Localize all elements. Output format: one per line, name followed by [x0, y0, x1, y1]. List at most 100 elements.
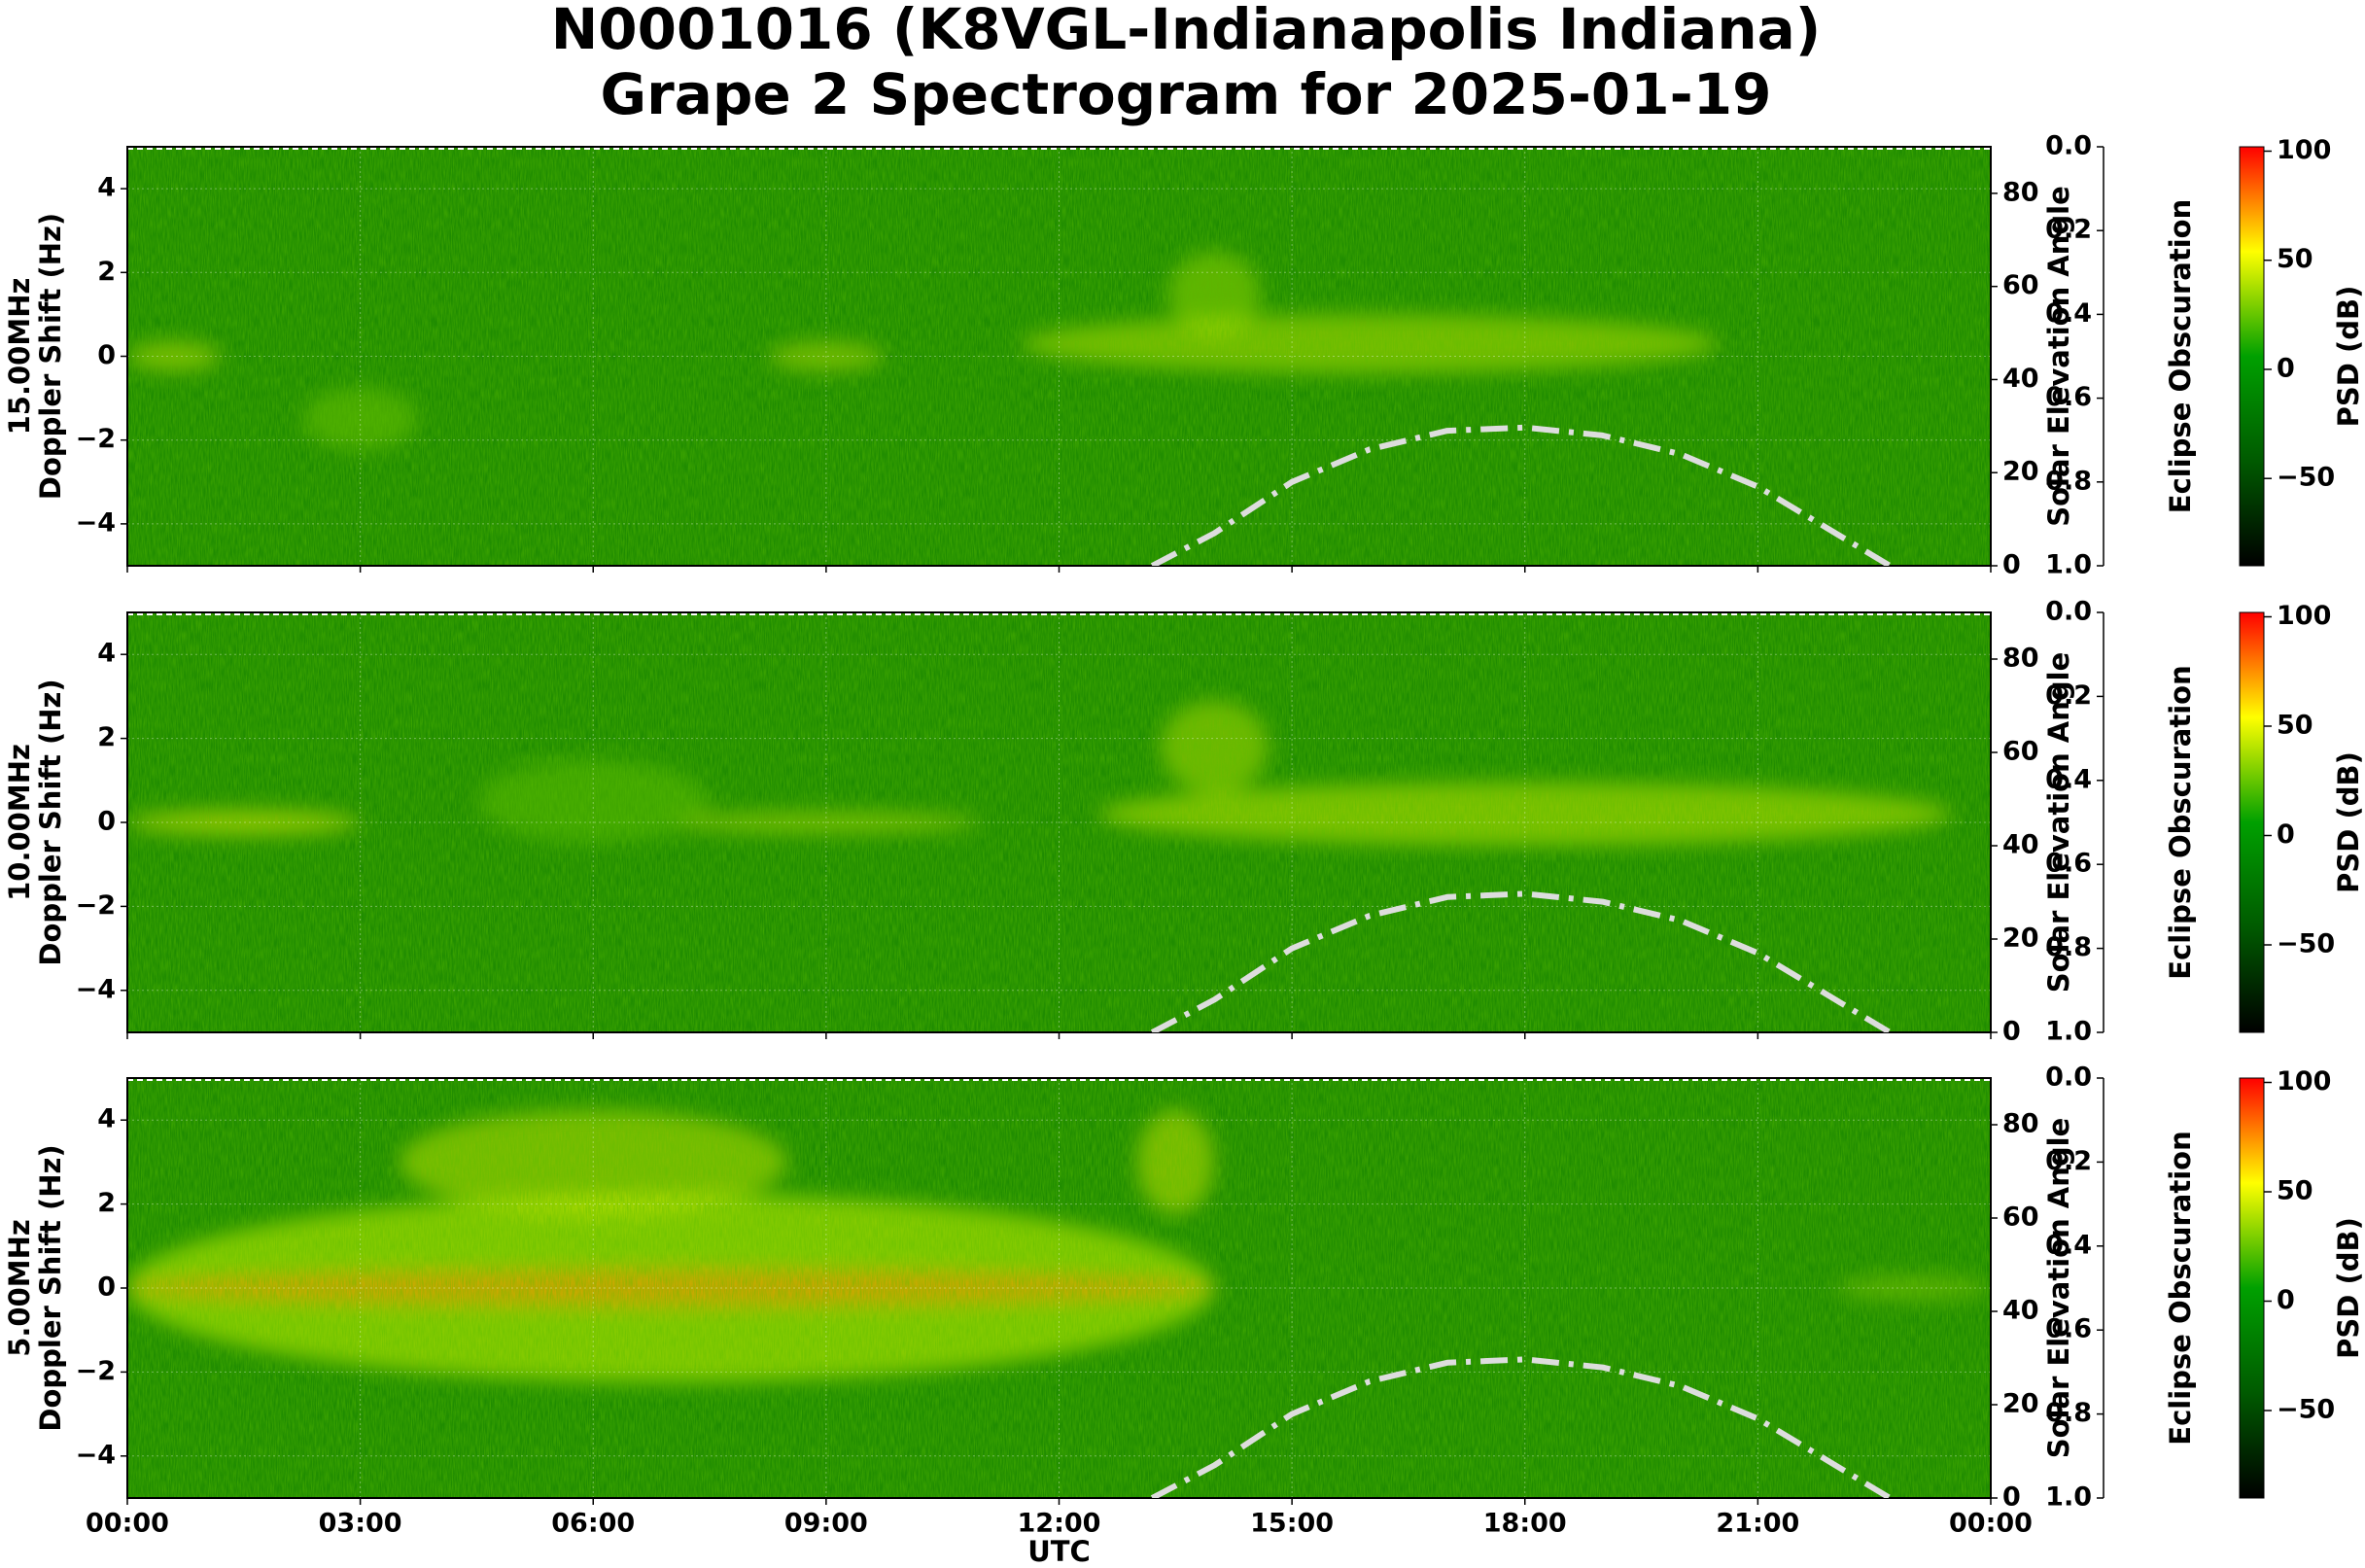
x-tick-label: 09:00	[784, 1509, 868, 1539]
y-tick-label: 0	[97, 340, 116, 370]
y2-tick-label: 80	[2002, 177, 2039, 207]
y3-tick-label: 0.2	[2045, 680, 2092, 711]
y3-tick-label: 1.0	[2045, 550, 2092, 580]
colorbar	[2239, 146, 2265, 567]
y2-tick-label: 20	[2002, 457, 2039, 487]
figure-title: N0001016 (K8VGL-Indianapolis Indiana)	[551, 0, 1822, 62]
y3-tick-label: 0.4	[2045, 298, 2092, 329]
y2-axis-label: Solar Elevation Angle	[2042, 652, 2075, 993]
y-axis-label: Doppler Shift (Hz)	[34, 1144, 67, 1431]
spectrogram	[127, 147, 1991, 566]
x-tick-label: 21:00	[1716, 1509, 1799, 1539]
y2-tick-label: 40	[2002, 1296, 2039, 1326]
y2-tick-label: 40	[2002, 830, 2039, 860]
y2-tick-label: 60	[2002, 270, 2039, 300]
colorbar-tick-label: 50	[2277, 244, 2313, 274]
y3-axis-label: Eclipse Obscuration	[2164, 665, 2197, 979]
y2-tick-label: 40	[2002, 364, 2039, 394]
colorbar-tick-label: 50	[2277, 1176, 2313, 1206]
colorbar-label: PSD (dB)	[2332, 751, 2365, 893]
x-tick-label: 18:00	[1483, 1509, 1567, 1539]
colorbar-tick-label: 100	[2277, 1066, 2331, 1097]
y3-tick-label: 0.4	[2045, 1230, 2092, 1260]
y3-axis-label: Eclipse Obscuration	[2164, 199, 2197, 513]
colorbar-tick-label: 100	[2277, 601, 2331, 631]
colorbar-label: PSD (dB)	[2332, 1217, 2365, 1359]
solar-elevation-line	[1150, 890, 1892, 1032]
figure-subtitle: Grape 2 Spectrogram for 2025-01-19	[601, 61, 1772, 127]
y-tick-label: −2	[76, 1356, 116, 1386]
y3-tick-label: 0.0	[2045, 1063, 2092, 1093]
x-tick-label: 00:00	[1949, 1509, 2033, 1539]
y2-axis-label: Solar Elevation Angle	[2042, 1118, 2075, 1459]
colorbar-label: PSD (dB)	[2332, 286, 2365, 428]
y3-tick-label: 0.2	[2045, 215, 2092, 245]
colorbar-tick-label: −50	[2277, 929, 2335, 959]
y-tick-label: 4	[97, 173, 116, 203]
plot-frame	[126, 1077, 1992, 1499]
y-axis-label: Doppler Shift (Hz)	[34, 679, 67, 965]
y3-tick-label: 0.6	[2045, 849, 2092, 879]
y3-tick-label: 1.0	[2045, 1017, 2092, 1047]
x-axis-label: UTC	[1027, 1535, 1091, 1568]
y-tick-label: 2	[97, 722, 116, 752]
y2-tick-label: 20	[2002, 923, 2039, 954]
y-tick-label: 4	[97, 1104, 116, 1134]
y-axis-label: 5.00MHz	[3, 1219, 36, 1357]
y2-tick-label: 60	[2002, 737, 2039, 767]
solar-elevation-line	[1150, 424, 1892, 566]
colorbar-tick-label: 0	[2277, 353, 2295, 383]
y2-tick-label: 20	[2002, 1389, 2039, 1419]
y3-tick-label: 0.6	[2045, 1314, 2092, 1344]
y-axis-label: 15.00MHz	[3, 278, 36, 436]
x-tick-label: 06:00	[551, 1509, 635, 1539]
plot-frame	[126, 146, 1992, 567]
y-tick-label: 0	[97, 807, 116, 837]
y-tick-label: −2	[76, 424, 116, 454]
y3-tick-label: 0.4	[2045, 764, 2092, 794]
colorbar-tick-label: 100	[2277, 135, 2331, 165]
y2-tick-label: 80	[2002, 644, 2039, 674]
colorbar-tick-label: −50	[2277, 463, 2335, 493]
y3-tick-label: 0.0	[2045, 597, 2092, 627]
y2-tick-label: 60	[2002, 1202, 2039, 1233]
solar-elevation-line	[1150, 1356, 1892, 1498]
y-tick-label: −4	[76, 1440, 116, 1470]
y3-axis-label: Eclipse Obscuration	[2164, 1131, 2197, 1445]
spectrogram	[127, 1078, 1991, 1498]
plot-frame	[126, 611, 1992, 1033]
y-tick-label: 2	[97, 257, 116, 287]
y-tick-label: −2	[76, 890, 116, 921]
x-tick-label: 15:00	[1250, 1509, 1334, 1539]
colorbar	[2239, 611, 2265, 1033]
colorbar-tick-label: −50	[2277, 1395, 2335, 1425]
y-tick-label: 2	[97, 1188, 116, 1218]
y2-axis-label: Solar Elevation Angle	[2042, 186, 2075, 527]
y-tick-label: −4	[76, 974, 116, 1004]
spectrogram	[127, 612, 1991, 1032]
y3-tick-label: 0.8	[2045, 466, 2092, 496]
y3-tick-label: 0.0	[2045, 131, 2092, 161]
colorbar-tick-label: 0	[2277, 1285, 2295, 1315]
colorbar-tick-label: 50	[2277, 711, 2313, 741]
y2-tick-label: 80	[2002, 1109, 2039, 1139]
x-tick-label: 12:00	[1018, 1509, 1101, 1539]
y-tick-label: −4	[76, 507, 116, 538]
x-tick-label: 00:00	[86, 1509, 169, 1539]
y2-tick-label: 0	[2002, 550, 2021, 580]
y3-tick-label: 0.8	[2045, 1398, 2092, 1428]
y2-tick-label: 0	[2002, 1482, 2021, 1513]
panel: 00:00 03:00 06:00 09:00 12:00 15:00 18:00 21:00…	[3, 1063, 2365, 1568]
y-axis-label: 10.00MHz	[3, 744, 36, 901]
y3-tick-label: 0.6	[2045, 382, 2092, 412]
y-tick-label: 4	[97, 639, 116, 669]
y-tick-label: 0	[97, 1272, 116, 1303]
colorbar-tick-label: 0	[2277, 819, 2295, 850]
y3-tick-label: 0.8	[2045, 932, 2092, 962]
x-tick-label: 03:00	[319, 1509, 402, 1539]
y-axis-label: Doppler Shift (Hz)	[34, 213, 67, 500]
y3-tick-label: 0.2	[2045, 1146, 2092, 1176]
